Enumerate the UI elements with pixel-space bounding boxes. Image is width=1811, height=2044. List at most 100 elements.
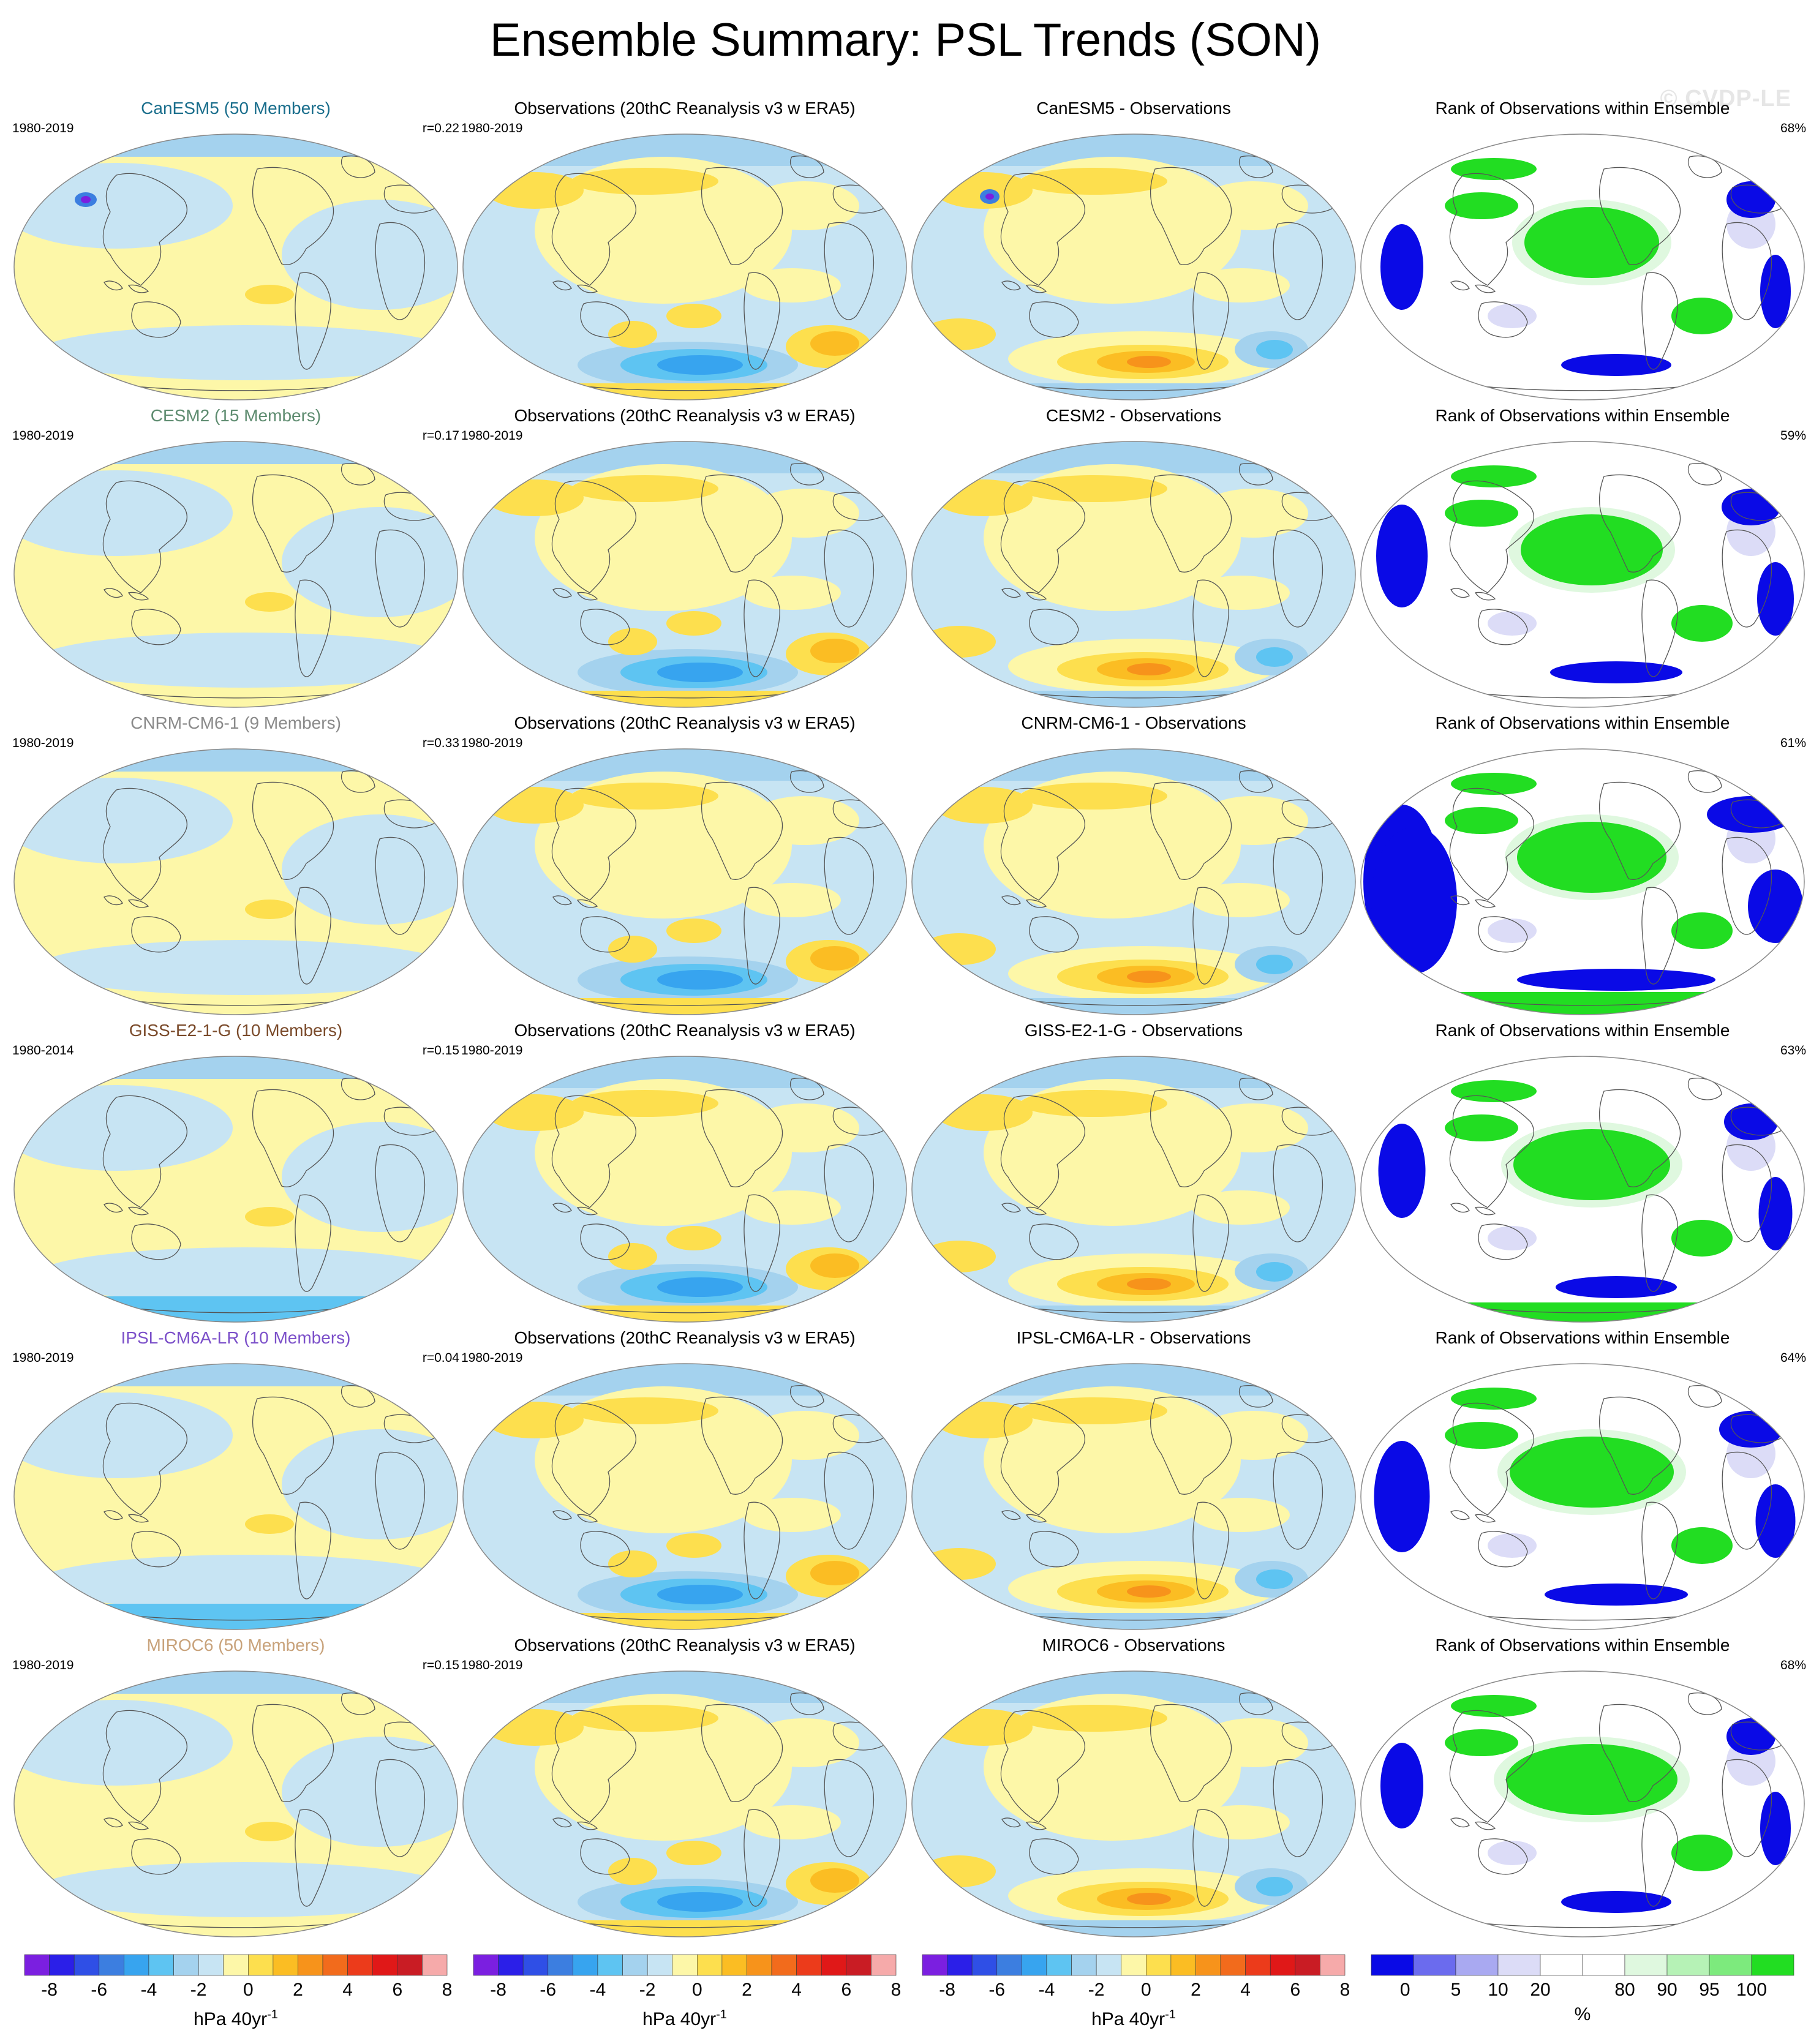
high-rank-region xyxy=(1445,1114,1518,1141)
colorbar-swatch xyxy=(173,1954,199,1976)
positive-region xyxy=(486,1709,584,1746)
coastline xyxy=(1029,301,1079,338)
coastline xyxy=(127,899,149,908)
coastline xyxy=(1001,280,1021,291)
coastline xyxy=(1722,1451,1772,1550)
correlation-label: r=0.17 xyxy=(422,429,459,443)
colorbar-swatch xyxy=(573,1954,598,1976)
coastline xyxy=(1474,284,1496,293)
colorbar-swatch xyxy=(49,1954,75,1976)
map-border xyxy=(462,133,907,400)
positive-region xyxy=(666,919,721,943)
correlation-label: r=0.15 xyxy=(422,1658,459,1672)
colorbar-swatch xyxy=(672,1954,698,1976)
coastline xyxy=(701,1704,783,1802)
high-rank-region xyxy=(1513,1129,1670,1200)
positive-region xyxy=(1192,268,1290,302)
period-label: 1980-2019 xyxy=(461,121,523,135)
coastline xyxy=(1273,1759,1323,1857)
low-rank-region xyxy=(1561,1891,1671,1913)
coastline xyxy=(1474,1514,1496,1523)
coastline xyxy=(252,1704,334,1802)
obs-trend-map xyxy=(462,1670,907,1937)
map-border xyxy=(13,441,458,708)
coastline xyxy=(1001,588,1021,598)
obs-panel-title: Observations (20thC Reanalysis v3 w ERA5… xyxy=(514,99,856,118)
coastline xyxy=(131,301,181,338)
coastline xyxy=(127,592,149,601)
rank-map-container xyxy=(1359,1669,1806,1939)
coastline xyxy=(252,167,334,265)
coastline xyxy=(1025,1206,1047,1216)
colorbar-swatch xyxy=(1220,1954,1246,1976)
coastline xyxy=(552,895,572,906)
positive-region xyxy=(535,157,792,304)
coastline xyxy=(1641,579,1678,677)
coastline xyxy=(104,1817,123,1828)
positive-region xyxy=(743,883,841,917)
obs-trend-map xyxy=(462,441,907,708)
colorbar-tick: -4 xyxy=(140,1980,157,2000)
low-rank-region xyxy=(1550,661,1682,683)
unit-text: hPa 40yr xyxy=(194,2009,268,2029)
low-rank-region xyxy=(1488,1841,1537,1865)
map-border xyxy=(13,1056,458,1323)
diff-trend-map xyxy=(911,1670,1356,1937)
positive-region xyxy=(245,1207,294,1227)
colorbar-tick: 6 xyxy=(1290,1980,1301,2000)
positive-region xyxy=(984,1386,1241,1533)
positive-region xyxy=(608,1243,657,1270)
period-label: 1980-2019 xyxy=(12,736,74,750)
coastline xyxy=(1599,1089,1681,1187)
colorbar-tick: -8 xyxy=(41,1980,58,2000)
positive-region xyxy=(1198,1718,1308,1767)
diff-map-container xyxy=(910,747,1357,1016)
coastline xyxy=(1025,1514,1047,1523)
colorbar-swatch xyxy=(298,1954,323,1976)
coastline xyxy=(744,1501,780,1599)
map-border xyxy=(1360,748,1805,1015)
coastline xyxy=(580,301,630,338)
coastline xyxy=(295,1194,331,1292)
obs-panel: Observations (20thC Reanalysis v3 w ERA5… xyxy=(461,1635,908,1941)
low-rank-region xyxy=(1748,870,1803,943)
coastline xyxy=(252,1396,334,1495)
positive-region xyxy=(743,1190,841,1225)
negative-region xyxy=(1256,340,1293,359)
positive-region xyxy=(1192,576,1290,610)
colorbar-swatch xyxy=(397,1954,423,1976)
negative-region xyxy=(657,355,743,375)
rank-panel-title: Rank of Observations within Ensemble xyxy=(1435,1636,1730,1655)
map-border xyxy=(462,748,907,1015)
diff-panel-title: CNRM-CM6-1 - Observations xyxy=(1021,713,1246,732)
coastline xyxy=(375,1759,426,1857)
diff-map-container xyxy=(910,1054,1357,1324)
unit-text: hPa 40yr xyxy=(1091,2009,1165,2029)
coastline xyxy=(1192,579,1229,677)
rank-percent: 68% xyxy=(1780,1658,1806,1672)
southern-band xyxy=(463,998,906,1015)
colorbar-swatch xyxy=(922,1954,947,1976)
coastline xyxy=(701,1396,783,1495)
southern-band xyxy=(912,998,1355,1015)
coastline xyxy=(1150,474,1232,573)
positive-region xyxy=(1020,1090,1167,1117)
colorbar-unit: hPa 40yr-1 xyxy=(12,2004,459,2031)
coastline xyxy=(104,280,123,291)
negative-region xyxy=(37,1555,453,1610)
coastline xyxy=(1449,1710,1535,1823)
coastline xyxy=(1273,836,1323,935)
diff-panel-title: CanESM5 - Observations xyxy=(1036,99,1231,118)
colorbar-swatch xyxy=(223,1954,249,1976)
map-border xyxy=(462,1670,907,1937)
positive-region xyxy=(571,1090,718,1117)
map-border xyxy=(1360,1363,1805,1630)
coastline xyxy=(1722,836,1772,935)
colorbar-swatch xyxy=(273,1954,298,1976)
coastline xyxy=(580,1531,630,1568)
colorbar-tick: 90 xyxy=(1657,1980,1677,2000)
unit-text: hPa 40yr xyxy=(642,2009,717,2029)
arctic-band xyxy=(14,1364,457,1386)
trend-colorbar: -8 -6 -4 -2 0 2 4 6 8 hPa 40yr-1 xyxy=(12,1952,459,2044)
coastline xyxy=(1450,1510,1470,1520)
